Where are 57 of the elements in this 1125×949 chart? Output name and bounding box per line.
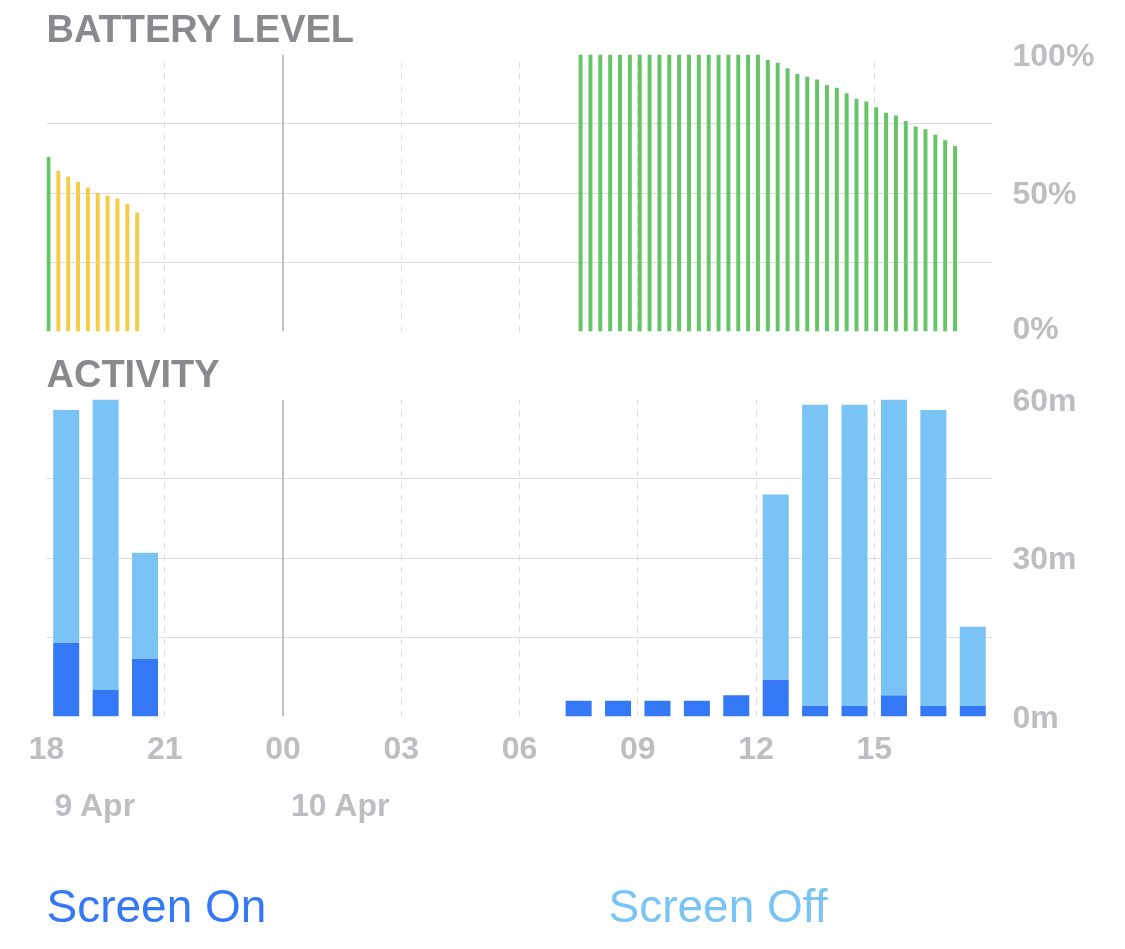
bar bbox=[657, 54, 662, 332]
y-tick-label: 0% bbox=[1012, 309, 1059, 346]
bar bbox=[933, 134, 938, 332]
text: Screen Off bbox=[608, 879, 828, 932]
text: 9 Apr bbox=[54, 786, 136, 823]
bar bbox=[953, 145, 958, 332]
bar bbox=[687, 54, 691, 332]
bar bbox=[884, 112, 889, 332]
x-tick-label: 18 bbox=[28, 729, 65, 766]
y-tick-label: 100% bbox=[1012, 36, 1095, 73]
bar bbox=[677, 54, 682, 332]
bar bbox=[903, 120, 908, 332]
chart-title: ACTIVITY bbox=[46, 352, 220, 395]
text: 10 Apr bbox=[291, 786, 390, 823]
x-tick-label: 12 bbox=[738, 729, 774, 766]
bar bbox=[618, 54, 622, 332]
bar bbox=[746, 54, 751, 332]
x-tick-label: 09 bbox=[619, 729, 656, 766]
bar bbox=[578, 54, 583, 332]
bar bbox=[874, 107, 879, 332]
bar bbox=[795, 73, 800, 332]
x-tick-label: 21 bbox=[146, 729, 183, 766]
y-tick-label: 50% bbox=[1012, 175, 1077, 211]
bar bbox=[598, 54, 603, 332]
text: Screen On bbox=[46, 879, 267, 932]
bar bbox=[736, 54, 741, 332]
bar bbox=[696, 54, 701, 332]
bar bbox=[726, 54, 731, 332]
x-tick-label: 03 bbox=[383, 729, 420, 766]
bar bbox=[943, 140, 948, 332]
bar bbox=[805, 76, 810, 332]
bar bbox=[588, 54, 593, 332]
bar bbox=[667, 54, 672, 332]
bar bbox=[844, 93, 849, 332]
bar bbox=[608, 54, 613, 332]
bar bbox=[864, 101, 869, 332]
bar bbox=[893, 115, 898, 332]
bar bbox=[627, 54, 632, 332]
bar bbox=[637, 54, 642, 332]
y-tick-label: 60m bbox=[1012, 381, 1077, 418]
bar bbox=[706, 54, 711, 332]
bar bbox=[716, 54, 721, 332]
bar bbox=[785, 68, 790, 332]
bar bbox=[647, 54, 652, 332]
bar bbox=[913, 126, 918, 332]
chart-title: BATTERY LEVEL bbox=[46, 7, 355, 50]
x-tick-label: 06 bbox=[501, 729, 538, 766]
bar bbox=[834, 87, 839, 332]
bar bbox=[824, 84, 829, 332]
x-tick-label: 15 bbox=[856, 729, 893, 766]
bar bbox=[775, 62, 780, 332]
bar bbox=[756, 54, 760, 332]
bar bbox=[765, 60, 770, 332]
y-tick-label: 0m bbox=[1012, 698, 1059, 735]
bar bbox=[815, 79, 820, 332]
y-tick-label: 30m bbox=[1012, 540, 1077, 576]
x-tick-label: 00 bbox=[265, 729, 301, 766]
